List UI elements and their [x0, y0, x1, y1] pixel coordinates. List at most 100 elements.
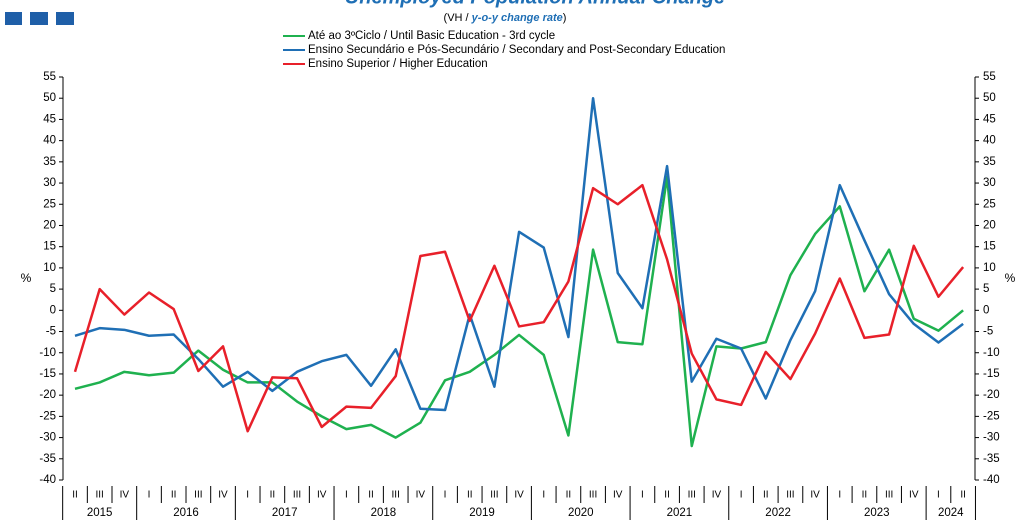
x-tick-label: I: [444, 490, 447, 501]
y2-tick-label: 20: [983, 220, 996, 232]
y-tick-label: 20: [43, 220, 56, 232]
x-tick-label: IV: [810, 490, 820, 501]
subtitle-part: ): [563, 12, 567, 24]
year-label: 2024: [938, 507, 964, 519]
y-tick-label: -30: [39, 432, 56, 444]
logo-block: [56, 12, 74, 25]
x-tick-label: I: [542, 490, 545, 501]
x-tick-label: I: [345, 490, 348, 501]
y-tick-label: 50: [43, 92, 56, 104]
y2-axis-label: %: [1005, 271, 1016, 285]
y2-tick-label: 50: [983, 92, 996, 104]
logo-block: [5, 12, 22, 25]
y-tick-label: 40: [43, 135, 56, 147]
x-tick-label: IV: [613, 490, 623, 501]
y2-tick-label: 5: [983, 283, 989, 295]
year-label: 2019: [469, 507, 495, 519]
y2-tick-label: -15: [983, 368, 1000, 380]
x-tick-label: IV: [514, 490, 524, 501]
x-tick-label: I: [937, 490, 940, 501]
y-tick-label: 0: [50, 304, 56, 316]
x-tick-label: III: [786, 490, 794, 501]
y-tick-label: -15: [39, 368, 56, 380]
y2-tick-label: 10: [983, 262, 996, 274]
x-tick-label: I: [740, 490, 743, 501]
y2-tick-label: 45: [983, 113, 996, 125]
x-tick-label: II: [960, 490, 966, 501]
y-tick-label: 45: [43, 113, 56, 125]
x-tick-label: II: [467, 490, 473, 501]
y2-tick-label: -10: [983, 347, 1000, 359]
x-tick-label: I: [148, 490, 151, 501]
x-tick-label: III: [885, 490, 893, 501]
x-tick-label: I: [838, 490, 841, 501]
y2-tick-label: 0: [983, 304, 989, 316]
chart-title: Unemployed Population Annual Change: [345, 0, 725, 8]
x-tick-label: I: [641, 490, 644, 501]
y2-tick-label: 30: [983, 177, 996, 189]
year-label: 2023: [864, 507, 890, 519]
x-tick-label: III: [95, 490, 103, 501]
y2-tick-label: -30: [983, 432, 1000, 444]
y-tick-label: -35: [39, 453, 56, 465]
y2-tick-label: 40: [983, 135, 996, 147]
y2-tick-label: 35: [983, 156, 996, 168]
series-line: [73, 183, 965, 433]
x-tick-label: II: [763, 490, 769, 501]
year-label: 2016: [173, 507, 199, 519]
x-tick-label: I: [246, 490, 249, 501]
x-tick-label: IV: [218, 490, 228, 501]
y2-tick-label: -20: [983, 389, 1000, 401]
y-tick-label: -5: [46, 326, 56, 338]
legend-label: Ensino Secundário e Pós-Secundário / Sec…: [308, 44, 725, 56]
y-tick-label: -20: [39, 389, 56, 401]
y-tick-label: 35: [43, 156, 56, 168]
x-tick-label: II: [862, 490, 868, 501]
y2-tick-label: 25: [983, 198, 996, 210]
x-tick-label: II: [171, 490, 177, 501]
y2-tick-label: -5: [983, 326, 993, 338]
x-tick-label: III: [688, 490, 696, 501]
x-tick-label: II: [566, 490, 572, 501]
chart-subtitle: (VH / y-o-y change rate): [444, 12, 567, 24]
y-tick-label: 25: [43, 198, 56, 210]
x-tick-label: III: [589, 490, 597, 501]
y-tick-label: 30: [43, 177, 56, 189]
x-tick-label: IV: [909, 490, 919, 501]
y-tick-label: -25: [39, 410, 56, 422]
year-label: 2015: [87, 507, 113, 519]
subtitle-part: (VH /: [444, 12, 472, 24]
x-tick-label: IV: [317, 490, 327, 501]
year-label: 2020: [568, 507, 594, 519]
x-tick-label: III: [490, 490, 498, 501]
subtitle-part: y-o-y change rate: [471, 12, 563, 24]
x-tick-label: III: [392, 490, 400, 501]
series-line: [74, 96, 964, 412]
y-tick-label: -10: [39, 347, 56, 359]
y2-tick-label: 15: [983, 241, 996, 253]
year-label: 2018: [371, 507, 397, 519]
y-tick-label: 15: [43, 241, 56, 253]
year-label: 2017: [272, 507, 298, 519]
y-tick-label: 10: [43, 262, 56, 274]
x-tick-label: IV: [120, 490, 130, 501]
y-tick-label: 5: [50, 283, 56, 295]
year-label: 2021: [667, 507, 693, 519]
y2-tick-label: -35: [983, 453, 1000, 465]
series-line: [74, 175, 964, 448]
y2-tick-label: -25: [983, 410, 1000, 422]
x-tick-label: II: [72, 490, 78, 501]
y2-tick-label: -40: [983, 474, 1000, 486]
x-tick-label: II: [368, 490, 374, 501]
y2-tick-label: 55: [983, 71, 996, 83]
logo-block: [30, 12, 48, 25]
x-tick-label: II: [270, 490, 276, 501]
legend-label: Ensino Superior / Higher Education: [308, 58, 488, 70]
x-tick-label: III: [194, 490, 202, 501]
legend-label: Até ao 3ºCiclo / Until Basic Education -…: [308, 30, 555, 42]
x-tick-label: II: [664, 490, 670, 501]
x-tick-label: IV: [416, 490, 426, 501]
y-tick-label: -40: [39, 474, 56, 486]
